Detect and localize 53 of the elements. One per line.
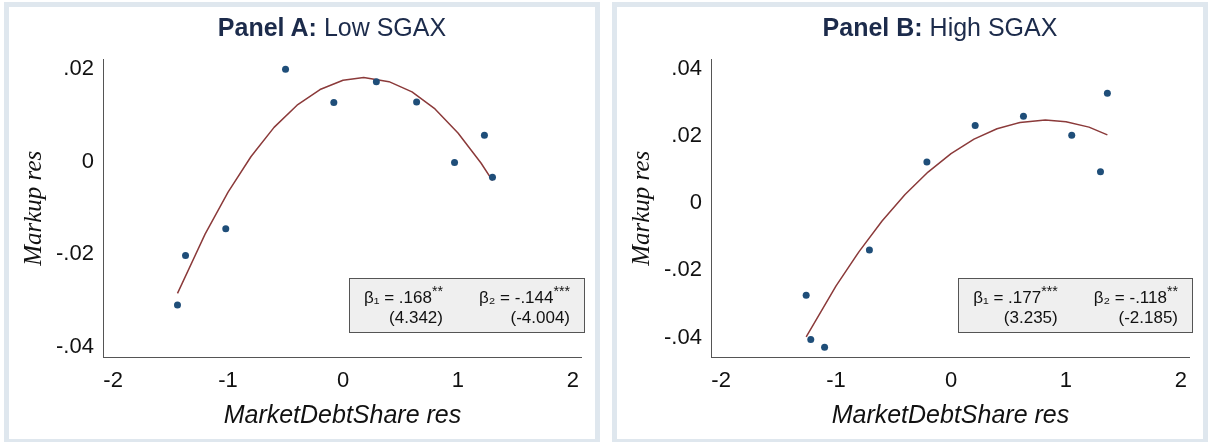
x-tick-label: 1 [451, 366, 465, 392]
y-tick-label: -.04 [663, 323, 702, 349]
x-tick-label: 1 [1059, 366, 1073, 392]
y-tick-label: .04 [671, 55, 702, 81]
y-tick-label: 0 [689, 189, 702, 215]
x-axis-title: MarketDebtShare res [223, 399, 462, 428]
point [807, 335, 815, 343]
point [923, 158, 931, 166]
y-axis-title: Markup res [18, 150, 46, 267]
point [413, 98, 421, 106]
annotation: β₂ = -.144$^{***}$ [478, 283, 570, 308]
annotation: (-2.185) [1117, 308, 1178, 328]
y-tick-label: 0 [81, 147, 94, 173]
point [865, 246, 873, 254]
annotation: (3.235) [1002, 308, 1058, 328]
x-tick-label: -1 [826, 366, 846, 392]
y-tick-label: -.02 [663, 256, 702, 282]
y-axis-title: Markup res [626, 150, 654, 267]
annotation: (-4.004) [509, 308, 570, 328]
y-tick-label: .02 [63, 55, 94, 81]
point [173, 301, 181, 309]
point [330, 98, 338, 106]
point [1096, 168, 1104, 176]
x-tick-label: -2 [103, 366, 123, 392]
point [480, 131, 488, 139]
point [1019, 112, 1027, 120]
point [1068, 131, 1076, 139]
point [821, 343, 829, 351]
point [971, 121, 979, 129]
x-tick-label: 0 [944, 366, 958, 392]
point [488, 173, 496, 181]
y-tick-label: .02 [671, 122, 702, 148]
point [1103, 89, 1111, 97]
x-axis-title: MarketDebtShare res [831, 399, 1070, 428]
x-tick-label: 2 [1174, 366, 1188, 392]
annotation: β₁ = .177$^{***}$ [973, 283, 1058, 308]
annotation: β₁ = .168$^{**}$ [363, 283, 443, 308]
x-tick-label: 0 [336, 366, 350, 392]
point [222, 225, 230, 233]
point [802, 291, 810, 299]
point [282, 65, 290, 73]
annotation: (4.342) [388, 308, 443, 328]
point [451, 159, 459, 167]
chart-title: Panel B: High SGAX [822, 13, 1058, 41]
x-tick-label: 2 [566, 366, 580, 392]
y-tick-label: -.02 [55, 240, 94, 266]
annotation: β₂ = -.118$^{**}$ [1093, 283, 1178, 308]
point [372, 78, 380, 86]
x-tick-label: -1 [218, 366, 238, 392]
chart-title: Panel A: Low SGAX [217, 13, 447, 41]
x-tick-label: -2 [711, 366, 731, 392]
point [182, 251, 190, 259]
y-tick-label: -.04 [55, 332, 94, 358]
